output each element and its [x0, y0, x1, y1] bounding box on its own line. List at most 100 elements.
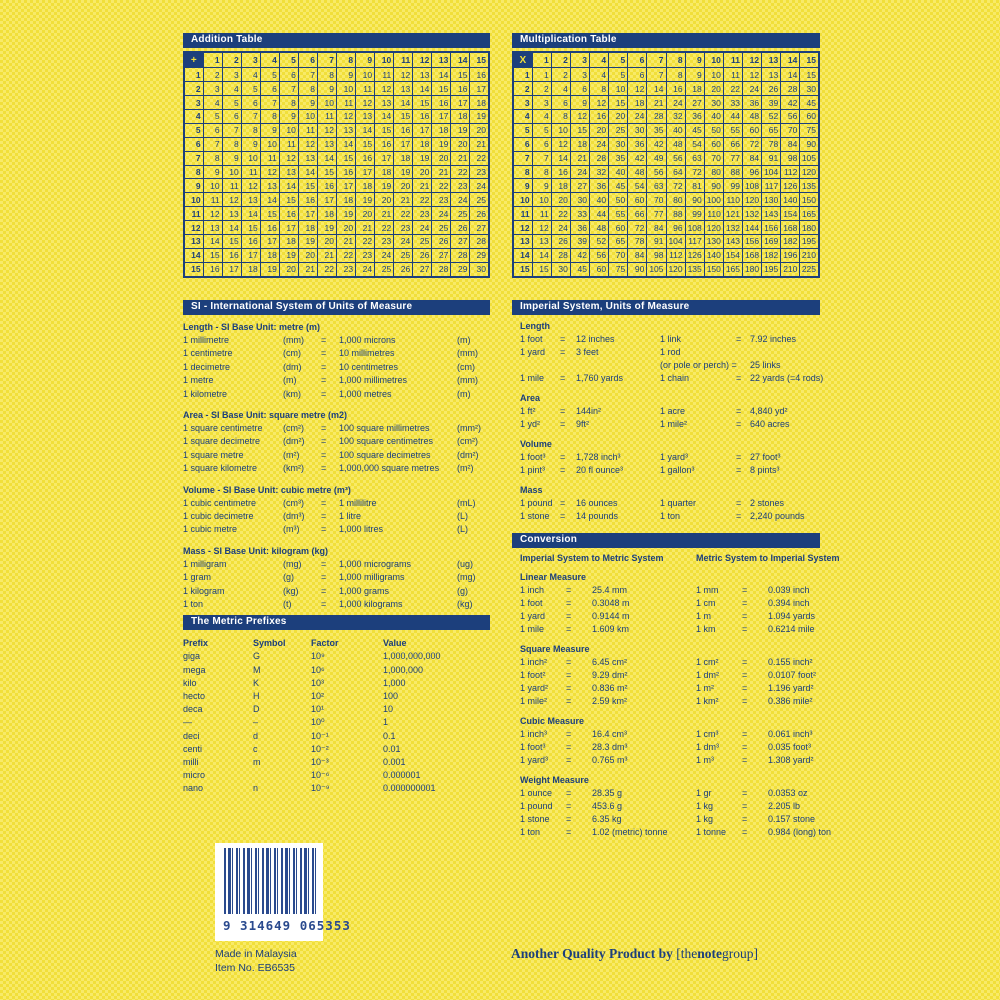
row-header-cell: 1 — [183, 67, 204, 83]
value-cell: 24 — [569, 164, 591, 180]
table-row: 1 stone = 6.35 kg 1 kg = 0.157 stone — [520, 813, 820, 826]
cell: 1 cm — [696, 598, 716, 608]
column-header-cell: 13 — [431, 51, 452, 69]
value-cell: 135 — [684, 261, 705, 278]
cell: = — [742, 729, 748, 739]
value-cell: 12 — [588, 95, 610, 110]
value-cell: 14 — [374, 108, 395, 124]
value-cell: 12 — [278, 150, 299, 166]
value-cell: 14 — [431, 67, 452, 83]
cell: = — [736, 498, 742, 508]
cell: 1,000 litres — [339, 524, 384, 535]
value-cell: 18 — [450, 108, 471, 124]
column-header-cell: 14 — [780, 51, 801, 69]
value-cell: 105 — [799, 150, 820, 166]
cell: = — [321, 361, 327, 372]
value-cell: 84 — [646, 220, 667, 235]
table-row: 1 cubic metre (m³) = 1,000 litres (L) — [183, 523, 490, 536]
cell: = — [560, 419, 566, 429]
value-cell: 11 — [202, 192, 223, 208]
value-cell: 3 — [221, 67, 242, 83]
cell: 1 square centimetre — [183, 423, 263, 434]
table-row: 1 ounce = 28.35 g 1 gr = 0.0353 oz — [520, 787, 820, 800]
value-cell: 75 — [799, 122, 820, 138]
column-header-cell: 1 — [531, 51, 552, 69]
value-cell: 60 — [703, 136, 724, 152]
cell: (cm²) — [457, 436, 478, 447]
cell: 0.001 — [383, 757, 406, 768]
table-row: 1 ton = 1.02 (metric) tonne 1 tonne = 0.984 (… — [520, 826, 831, 839]
value-cell: 117 — [684, 233, 705, 249]
table-row: — – 10⁰ 1 — [183, 716, 490, 729]
value-cell: 55 — [722, 122, 744, 138]
value-cell: 17 — [412, 122, 433, 138]
value-cell: 12 — [221, 192, 242, 208]
value-cell: 16 — [297, 192, 318, 208]
table-row: 1 foot² = 9.29 dm² 1 dm² = 0.0107 foot² — [520, 669, 820, 682]
value-cell: 16 — [469, 67, 490, 83]
table-row: 8 9 10 11 12 13 14 15 16 17 18 19 20 21 22 23 — [183, 164, 490, 180]
value-cell: 25 — [608, 122, 629, 138]
cell: 10⁻⁶ — [311, 770, 330, 781]
imperial-to-metric-heading: Imperial System to Metric System — [520, 553, 664, 563]
table-row: 15 15 30 45 60 75 90 105 120 135 150 165 180 195 210 22… — [512, 261, 820, 278]
column-header-cell: 12 — [412, 51, 433, 69]
row-header-cell: 5 — [183, 122, 204, 138]
cell: 1 cubic metre — [183, 524, 238, 535]
table-row: 1 square decimetre (dm²) = 100 square centi… — [183, 435, 490, 448]
value-cell: 90 — [684, 192, 705, 208]
cell: 14 pounds — [576, 511, 619, 521]
row-header-cell: 10 — [183, 192, 204, 208]
value-cell: 55 — [608, 206, 629, 222]
row-header-cell: 2 — [183, 81, 204, 97]
table-row: 6 7 8 9 10 11 12 13 14 15 16 17 18 19 20 21 — [183, 136, 490, 152]
cell: 1 centimetre — [183, 348, 233, 359]
value-cell: 13 — [374, 95, 395, 110]
value-cell: 5 — [259, 67, 280, 83]
table-row: 1 decimetre (dm) = 10 centimetres (cm) — [183, 361, 490, 374]
units-section: Volume - SI Base Unit: cubic metre (m³) 1… — [183, 484, 490, 537]
table-row: 11 11 22 33 44 55 66 77 88 99 110 121 132 143 154 165 — [512, 206, 820, 222]
cell: = — [742, 788, 748, 798]
cell: 10⁻⁹ — [311, 783, 330, 794]
cell: 10³ — [311, 677, 325, 688]
cell: 1 tonne — [696, 827, 727, 837]
value-cell: 70 — [646, 192, 667, 208]
cell: 1 inch — [520, 585, 545, 595]
value-cell: 15 — [393, 108, 414, 124]
cell: 3 feet — [576, 347, 599, 357]
cell: 1 kilogram — [183, 585, 225, 596]
value-cell: 21 — [316, 247, 338, 263]
value-cell: 180 — [799, 220, 820, 235]
table-row: 1 yard³ = 0.765 m³ 1 m³ = 1.308 yard² — [520, 754, 820, 767]
value-cell: 26 — [761, 81, 782, 97]
table-row: 1 ft² = 144in² 1 acre = 4,840 yd² — [520, 405, 820, 418]
table-row: 1 milligram (mg) = 1,000 micrograms (ug) — [183, 558, 490, 571]
value-cell: 22 — [393, 206, 414, 222]
table-row: 1 mile = 1.609 km 1 km = 0.6214 mile — [520, 623, 820, 636]
table-row: 1 inch = 25.4 mm 1 mm = 0.039 inch — [520, 584, 820, 597]
cell: 1 millilitre — [339, 497, 377, 508]
cell: 1,760 yards — [576, 373, 624, 383]
cell: hecto — [183, 691, 206, 702]
cell: 1 m² — [696, 683, 714, 693]
units-section: Length - SI Base Unit: metre (m) 1 millim… — [183, 321, 490, 401]
value-cell: 16 — [450, 81, 471, 97]
value-cell: 14 — [550, 150, 571, 166]
value-cell: 78 — [761, 136, 782, 152]
value-cell: 168 — [780, 220, 801, 235]
table-row: 1 inch³ = 16.4 cm³ 1 cm³ = 0.061 inch³ — [520, 728, 820, 741]
table-row: 1 gram (g) = 1,000 milligrams (mg) — [183, 571, 490, 584]
value-cell: 28 — [450, 247, 471, 263]
cell: 1 square decimetre — [183, 436, 261, 447]
cell: = — [736, 452, 742, 462]
value-cell: 13 — [761, 67, 782, 83]
column-header-cell: 4 — [588, 51, 610, 69]
cell: = — [742, 827, 748, 837]
value-cell: 21 — [450, 150, 471, 166]
value-cell: 12 — [335, 108, 357, 124]
value-cell: 17 — [374, 150, 395, 166]
column-header-cell: 12 — [741, 51, 763, 69]
cell: 1 km — [696, 624, 716, 634]
value-cell: 150 — [799, 192, 820, 208]
